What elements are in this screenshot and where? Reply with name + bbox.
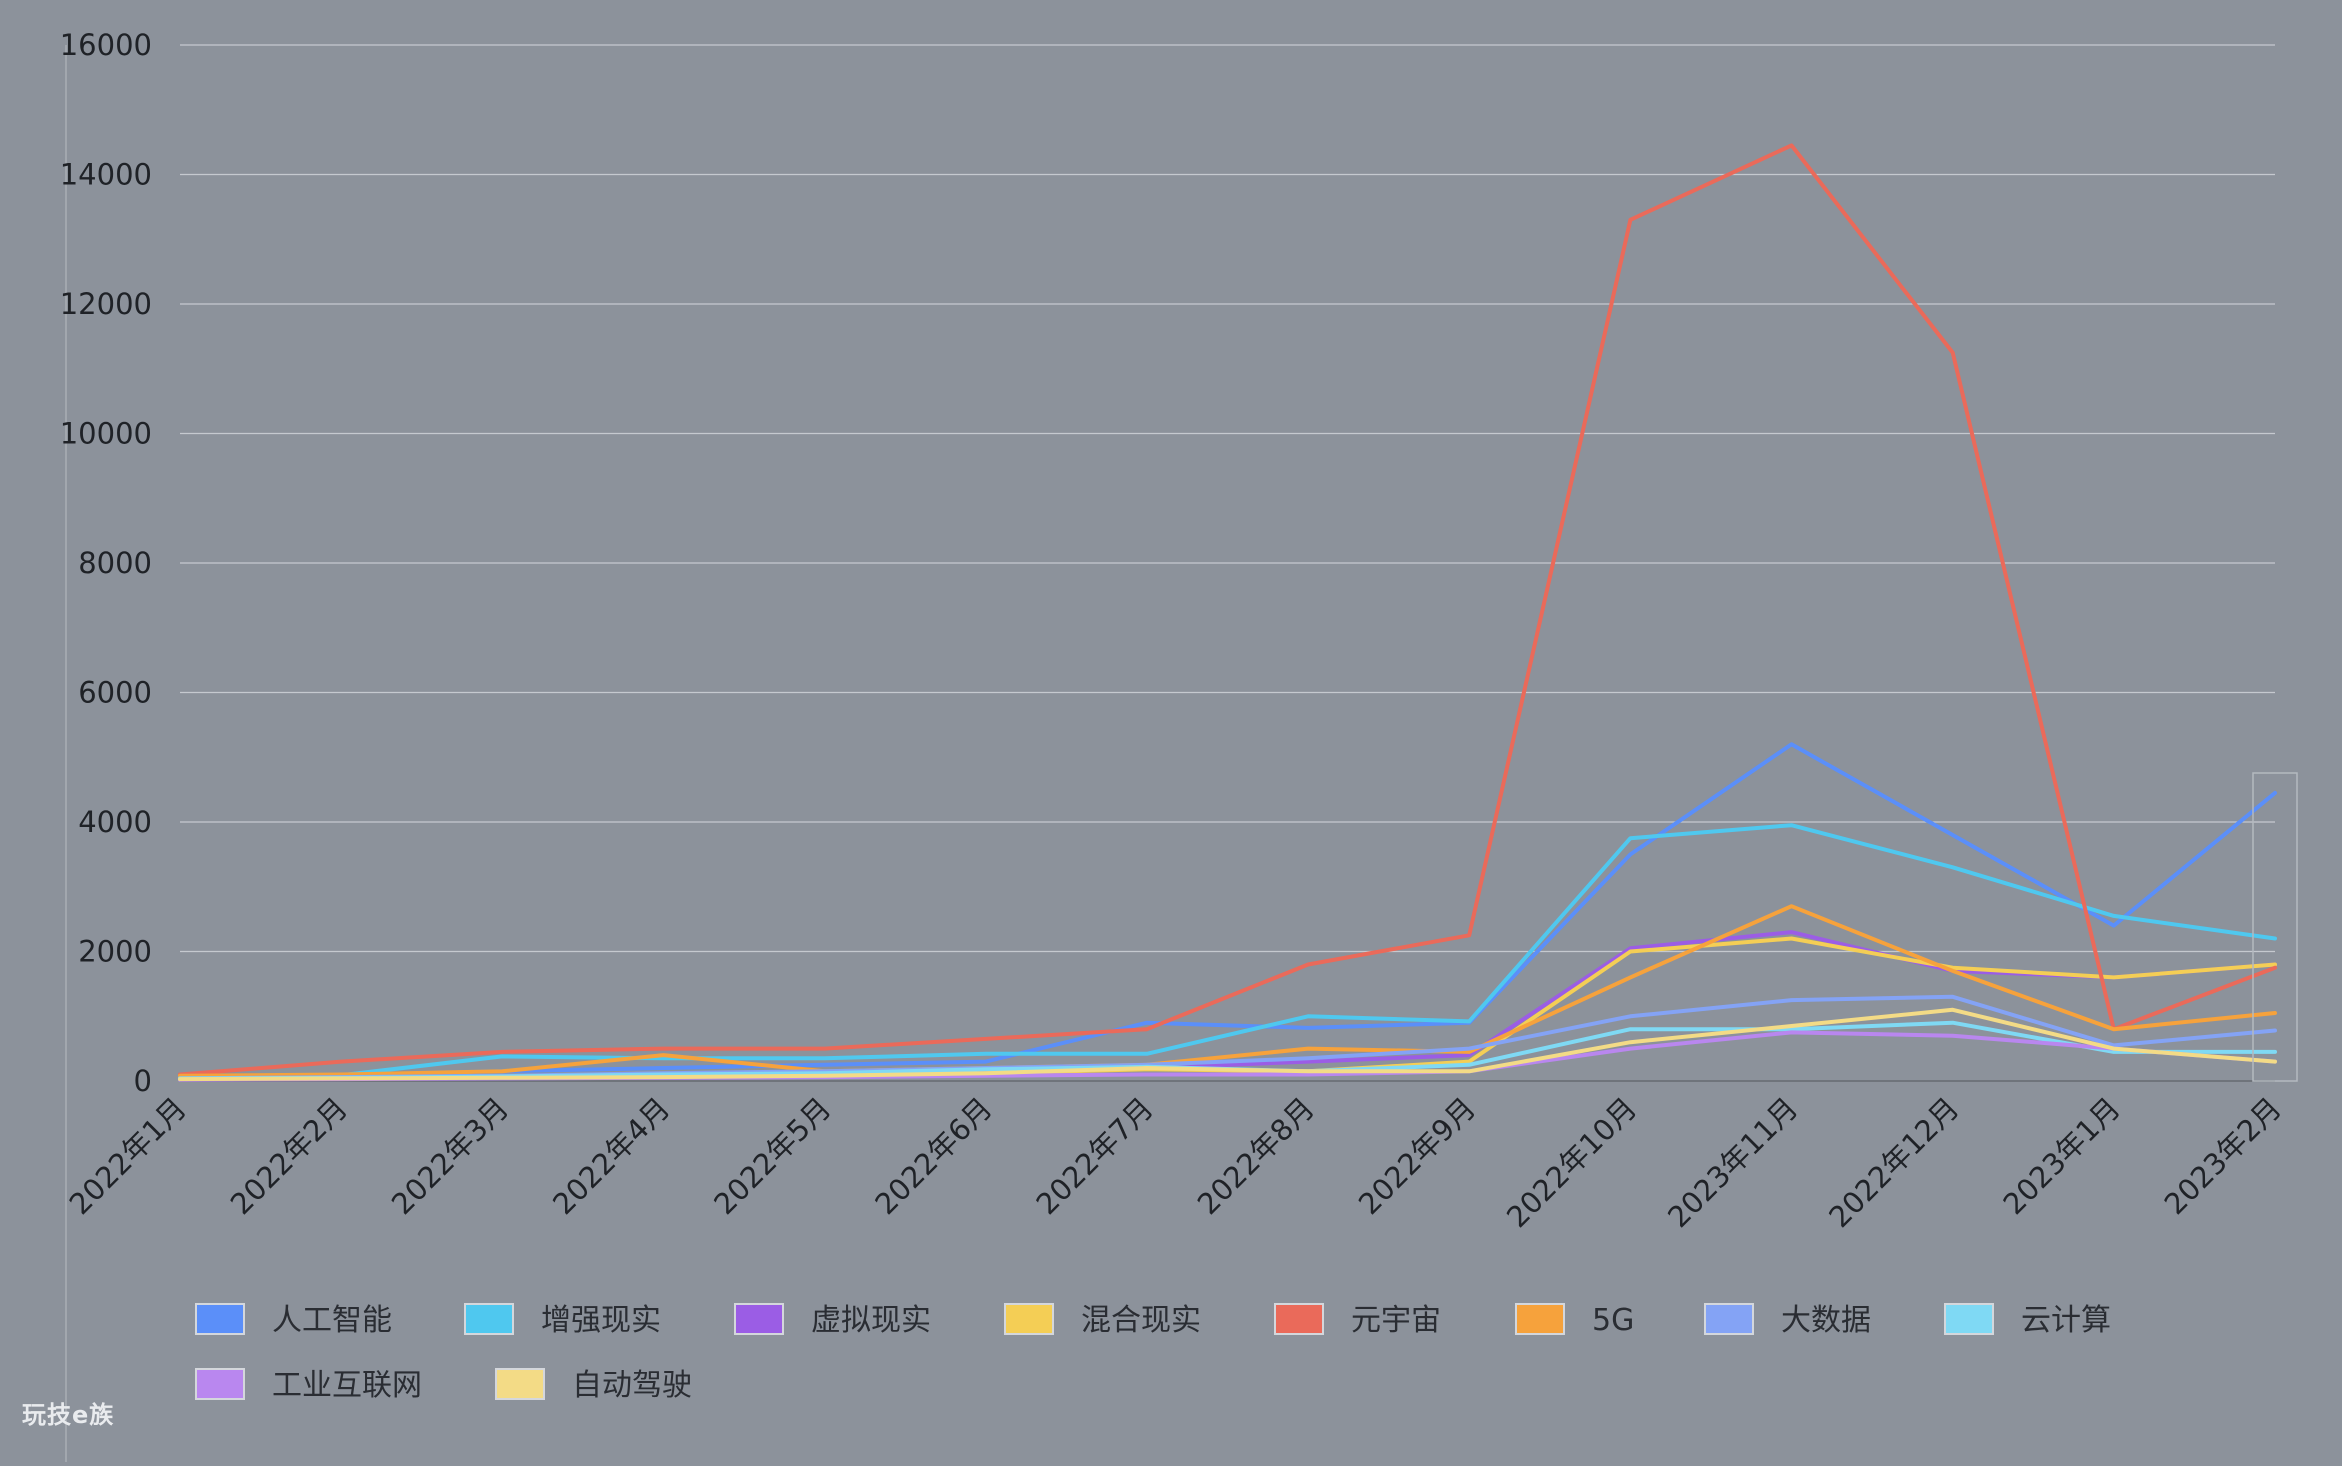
legend-swatch [195, 1368, 245, 1400]
series-lines [178, 143, 2298, 1082]
y-tick-label: 14000 [60, 158, 152, 192]
legend-label: 工业互联网 [272, 1368, 422, 1403]
legend-item[interactable]: 元宇宙 [1274, 1303, 1441, 1338]
series-line [178, 742, 2277, 1080]
y-tick-label: 16000 [60, 28, 152, 62]
y-tick-label: 10000 [60, 417, 152, 451]
y-tick-label: 6000 [78, 676, 152, 710]
legend-swatch [1515, 1303, 1565, 1335]
y-tick-label: 4000 [78, 805, 152, 839]
legend-label: 元宇宙 [1351, 1303, 1441, 1338]
legend-label: 虚拟现实 [811, 1303, 931, 1338]
y-axis-tick-labels: 0 2000 4000 6000 8000 10000 12000 14000 16000 [60, 28, 152, 1098]
grid-lines [180, 44, 2275, 1082]
y-tick-label: 0 [134, 1064, 152, 1098]
legend-swatch [1274, 1303, 1324, 1335]
legend-label: 云计算 [2021, 1303, 2111, 1338]
legend-item[interactable]: 5G [1515, 1303, 1634, 1338]
legend-swatch [195, 1303, 245, 1335]
legend-label: 5G [1592, 1303, 1634, 1338]
hover-highlight [2252, 772, 2298, 1082]
legend-label: 混合现实 [1081, 1303, 1201, 1338]
legend-label: 增强现实 [541, 1303, 661, 1338]
legend-swatch [1004, 1303, 1054, 1335]
watermark-logo: 玩技e族 [22, 1401, 115, 1429]
legend-item[interactable]: 混合现实 [1004, 1303, 1201, 1338]
legend-item[interactable]: 自动驾驶 [495, 1368, 692, 1403]
legend-label: 人工智能 [272, 1303, 392, 1338]
legend-label: 自动驾驶 [572, 1368, 692, 1403]
legend-swatch [734, 1303, 784, 1335]
series-line [178, 1007, 2277, 1082]
y-tick-label: 8000 [78, 546, 152, 580]
series-line [178, 904, 2277, 1078]
legend-item[interactable]: 虚拟现实 [734, 1303, 931, 1338]
series-line [178, 823, 2277, 1080]
legend-item[interactable]: 增强现实 [464, 1303, 661, 1338]
y-tick-label: 2000 [78, 935, 152, 969]
legend-item[interactable]: 云计算 [1944, 1303, 2111, 1338]
series-line [178, 143, 2277, 1077]
y-tick-label: 12000 [60, 287, 152, 321]
legend-swatch [1704, 1303, 1754, 1335]
legend-swatch [1944, 1303, 1994, 1335]
legend-item[interactable]: 工业互联网 [195, 1368, 422, 1403]
legend-swatch [464, 1303, 514, 1335]
legend-item[interactable]: 大数据 [1704, 1303, 1871, 1338]
legend-label: 大数据 [1781, 1303, 1871, 1338]
legend-item[interactable]: 人工智能 [195, 1303, 392, 1338]
legend-swatch [495, 1368, 545, 1400]
